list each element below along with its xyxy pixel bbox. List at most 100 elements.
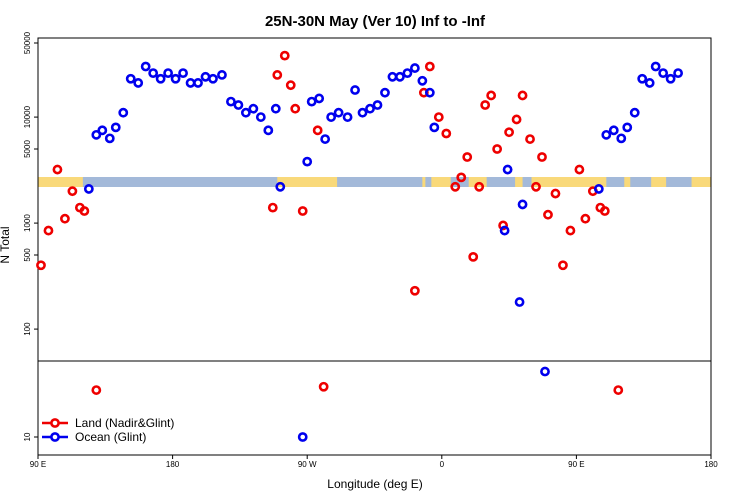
land-segment (431, 177, 451, 187)
data-point (608, 125, 619, 136)
data-point (673, 68, 683, 79)
data-point (599, 206, 610, 216)
data-point (537, 152, 547, 162)
land-segment (651, 177, 667, 187)
x-tick-label: 0 (440, 460, 445, 469)
data-point (372, 100, 383, 110)
data-point (622, 122, 633, 133)
data-point (125, 73, 136, 84)
data-point (504, 127, 514, 138)
data-point (79, 206, 90, 216)
data-point (658, 68, 669, 79)
data-point (240, 107, 251, 118)
data-point (97, 125, 108, 136)
data-point (511, 114, 522, 125)
data-point (456, 172, 467, 183)
data-point (140, 61, 151, 72)
data-point (342, 112, 353, 122)
data-point (67, 186, 78, 197)
data-point (525, 134, 535, 144)
landmask-band (38, 177, 711, 187)
series-ocean (83, 61, 683, 442)
series-land (36, 50, 624, 395)
data-point (387, 71, 398, 82)
data-point (540, 366, 550, 377)
data-point (272, 70, 283, 80)
data-point (290, 103, 301, 114)
data-point (91, 129, 102, 140)
data-point (433, 112, 444, 122)
data-point (104, 133, 115, 144)
data-point (517, 199, 528, 210)
data-point (565, 225, 576, 236)
data-point (429, 122, 440, 133)
data-point (498, 220, 509, 231)
land-segment (691, 177, 711, 187)
data-point (52, 164, 63, 175)
y-tick-label: 10 (23, 432, 32, 441)
data-point (155, 73, 166, 84)
data-point (263, 125, 274, 136)
data-point (601, 129, 612, 140)
data-point (468, 251, 479, 262)
x-axis-label: Longitude (deg E) (327, 477, 422, 491)
legend-marker (50, 418, 60, 428)
data-point (593, 184, 604, 194)
data-point (409, 63, 420, 73)
data-point (637, 73, 648, 84)
data-point (580, 213, 591, 224)
y-tick-label: 5000 (23, 140, 32, 158)
data-point (502, 164, 513, 175)
data-point (297, 432, 308, 442)
data-point (380, 87, 390, 98)
data-point (185, 78, 196, 88)
y-tick-label: 1000 (23, 214, 32, 232)
data-point (200, 71, 211, 82)
data-point (616, 133, 627, 144)
data-point (255, 112, 266, 122)
data-point (644, 78, 655, 88)
land-segment (38, 177, 83, 187)
y-tick-label: 10000 (23, 105, 32, 128)
ocean-band (38, 177, 711, 187)
land-segment (531, 177, 607, 187)
legend: Land (Nadir&Glint)Ocean (Glint) (42, 416, 174, 444)
plot-frame (37, 37, 712, 456)
land-segment (468, 177, 487, 187)
data-point (350, 85, 360, 95)
data-point (275, 181, 286, 192)
data-point (629, 107, 640, 118)
data-point (543, 209, 553, 220)
land-segment (624, 177, 631, 187)
data-point (402, 68, 413, 79)
data-point (409, 285, 420, 296)
data-point (193, 78, 203, 88)
axes: 90 E 180 90 W 0 90 E 180 100 500 1000 5000 10000 50… (23, 31, 718, 469)
x-tick-label: 180 (166, 460, 180, 469)
data-point (270, 103, 281, 114)
data-point (163, 68, 174, 79)
land-segment (515, 177, 523, 187)
data-point (170, 73, 181, 84)
y-tick-label: 100 (23, 322, 32, 336)
legend-label: Land (Nadir&Glint) (75, 416, 174, 430)
x-tick-label: 90 E (30, 460, 46, 469)
data-point (279, 50, 290, 61)
data-point (333, 107, 344, 118)
data-point (248, 103, 259, 114)
legend-marker (50, 432, 60, 442)
data-point (118, 107, 129, 118)
data-point (417, 75, 428, 86)
x-tick-label: 90 W (298, 460, 317, 469)
data-point (178, 68, 188, 79)
data-point (574, 164, 585, 175)
data-point (326, 112, 337, 122)
data-point (110, 122, 121, 133)
data-point (320, 134, 331, 144)
data-point (233, 100, 244, 110)
y-axis-label: N Total (0, 226, 12, 263)
data-point (480, 100, 491, 110)
data-point (314, 93, 325, 104)
data-point (441, 128, 452, 139)
data-point (499, 225, 510, 236)
